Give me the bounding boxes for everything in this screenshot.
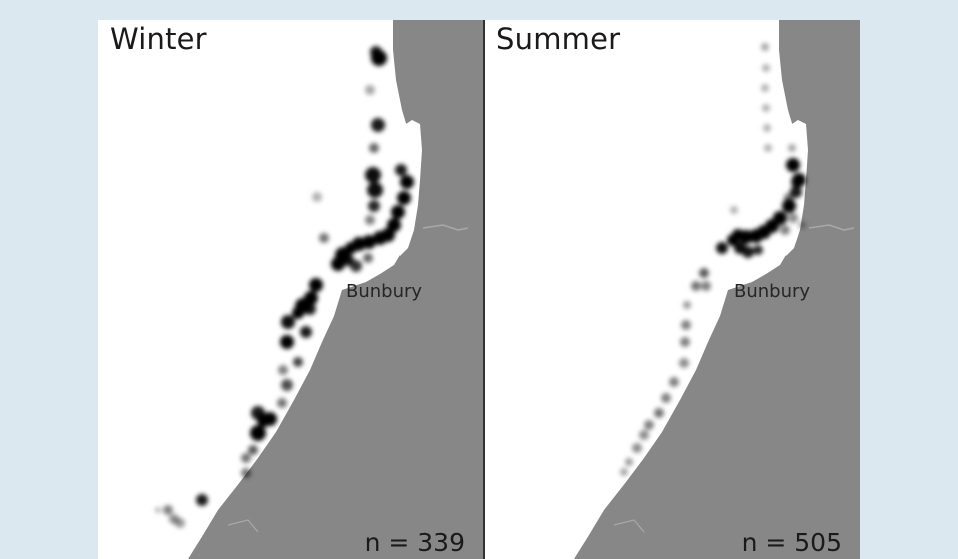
sighting-mark [391, 205, 405, 219]
sighting-mark [175, 518, 185, 528]
sighting-mark [790, 186, 802, 198]
sighting-mark [241, 468, 251, 478]
winter-sightings [155, 46, 414, 528]
sighting-mark [293, 357, 303, 367]
sighting-mark [680, 337, 690, 347]
sighting-mark [163, 505, 173, 515]
sighting-mark [762, 64, 770, 72]
sighting-mark [780, 225, 790, 235]
sighting-mark [250, 425, 266, 441]
sighting-mark [683, 301, 691, 309]
sighting-mark [669, 377, 679, 387]
sighting-mark [763, 124, 771, 132]
map-figure: Winter Bunbury n = 339 Summer Bunbury n … [98, 20, 860, 559]
sighting-mark [620, 468, 628, 476]
sighting-mark [281, 379, 293, 391]
sighting-mark [368, 200, 380, 212]
sighting-mark [280, 335, 294, 349]
sighting-mark [292, 307, 304, 319]
sighting-mark [782, 199, 796, 213]
panel-divider [483, 20, 485, 559]
sighting-mark [716, 242, 728, 254]
sighting-mark [263, 412, 277, 426]
sighting-mark [371, 118, 385, 132]
sighting-mark [363, 253, 373, 263]
sighting-mark [365, 85, 375, 95]
sighting-mark [661, 393, 671, 403]
sighting-mark [331, 257, 345, 271]
sighting-mark [701, 281, 711, 291]
sighting-mark [400, 175, 414, 189]
sighting-mark [625, 458, 633, 466]
sighting-mark [761, 43, 769, 51]
place-label-bunbury: Bunbury [346, 281, 423, 302]
sighting-mark [365, 167, 381, 183]
sighting-mark [691, 281, 701, 291]
season-title: Summer [496, 22, 621, 56]
sighting-mark [639, 430, 649, 440]
sighting-mark [764, 144, 772, 152]
sighting-mark [742, 246, 754, 258]
sighting-mark [300, 326, 312, 338]
sample-size-label: n = 339 [364, 528, 465, 557]
sighting-mark [350, 260, 362, 272]
sighting-mark [155, 507, 161, 513]
sighting-mark [312, 192, 322, 202]
sighting-mark [654, 408, 664, 418]
sighting-mark [792, 173, 806, 187]
summer-sightings [620, 43, 806, 476]
sighting-mark [277, 398, 287, 408]
winter-map [155, 20, 483, 559]
sighting-mark [644, 420, 654, 430]
summer-map [574, 20, 860, 559]
sighting-mark [727, 234, 739, 246]
sighting-mark [762, 104, 770, 112]
sighting-mark [248, 445, 258, 455]
sighting-mark [798, 221, 806, 229]
sighting-mark [761, 84, 769, 92]
sighting-mark [395, 164, 407, 176]
sighting-mark [681, 320, 691, 330]
land-mass [574, 20, 860, 559]
sighting-mark [304, 303, 316, 315]
sighting-mark [319, 233, 329, 243]
season-title: Winter [110, 22, 207, 56]
sighting-mark [788, 144, 796, 152]
sighting-mark [730, 206, 738, 214]
sighting-mark [281, 315, 295, 329]
sighting-mark [699, 268, 709, 278]
place-label-bunbury: Bunbury [734, 281, 811, 302]
sighting-mark [196, 494, 208, 506]
sighting-mark [788, 213, 798, 223]
sighting-mark [365, 215, 375, 225]
sighting-mark [679, 358, 689, 368]
sighting-mark [397, 191, 411, 205]
sighting-mark [753, 245, 763, 255]
sighting-mark [373, 231, 387, 245]
sighting-mark [278, 365, 288, 375]
sighting-mark [369, 143, 379, 153]
sighting-mark [786, 159, 798, 171]
sighting-mark [309, 278, 323, 292]
sighting-mark [632, 443, 642, 453]
land-mass [188, 20, 483, 559]
sighting-mark [241, 453, 251, 463]
winter-panel: Winter Bunbury n = 339 [98, 20, 483, 559]
sighting-mark [367, 182, 383, 198]
summer-panel: Summer Bunbury n = 505 [484, 20, 860, 559]
sample-size-label: n = 505 [741, 528, 842, 557]
sighting-mark [370, 46, 382, 58]
